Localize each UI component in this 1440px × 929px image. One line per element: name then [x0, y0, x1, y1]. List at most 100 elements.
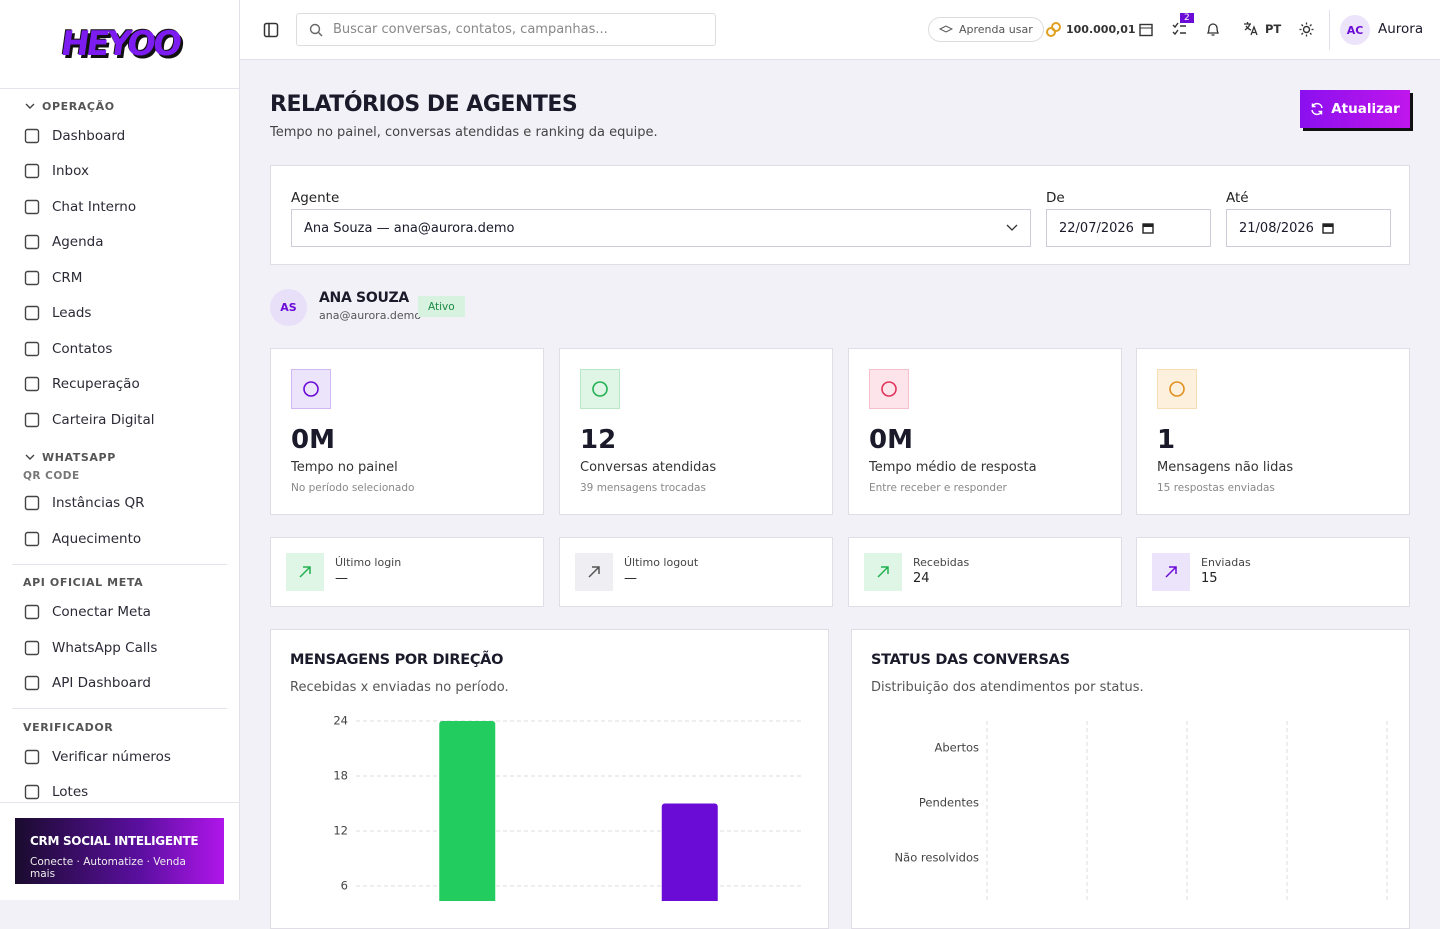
section-text: API OFICIAL META [23, 576, 144, 589]
nav-icon [24, 531, 40, 546]
sidebar-footer [0, 802, 239, 803]
sidebar-toggle[interactable] [263, 22, 279, 38]
nav-label: Chat Interno [52, 198, 137, 215]
logo[interactable]: HEYOO [0, 0, 239, 89]
mini-label: Enviadas [1201, 556, 1251, 569]
nav-icon [24, 306, 40, 321]
chart-title: STATUS DAS CONVERSAS [871, 652, 1070, 668]
calendar-icon[interactable] [1139, 22, 1153, 37]
to-label: Até [1226, 190, 1249, 206]
divider [12, 708, 227, 709]
nav-icon [24, 605, 40, 620]
nav-item[interactable]: Conectar Meta [0, 595, 239, 631]
mini-icon-glyph [299, 566, 311, 578]
refresh-button[interactable]: Atualizar [1300, 90, 1410, 128]
stat-label: Tempo no painel [291, 460, 398, 475]
promo[interactable]: CRM SOCIAL INTELIGENTE Conecte · Automat… [15, 818, 224, 884]
mini-icon [864, 553, 902, 591]
nav-item[interactable]: Lotes [0, 775, 239, 803]
agent-email: ana@aurora.demo [319, 309, 422, 322]
y-tick-label: 6 [341, 879, 348, 893]
credits[interactable]: 100.000,01 [1046, 22, 1136, 37]
icon-shape [24, 412, 40, 427]
learn-button[interactable]: Aprenda usar [928, 17, 1044, 42]
nav-item[interactable]: Agenda [0, 225, 239, 261]
nav-item[interactable]: Inbox [0, 154, 239, 190]
nav-label: Verificar números [52, 748, 171, 765]
page-subtitle: Tempo no painel, conversas atendidas e r… [270, 125, 658, 140]
chart-title: MENSAGENS POR DIREÇÃO [290, 652, 504, 668]
search-placeholder: Buscar conversas, contatos, campanhas... [333, 22, 608, 37]
search-box[interactable]: Buscar conversas, contatos, campanhas... [296, 13, 716, 46]
section-subtitle: QR CODE [23, 469, 80, 482]
stat-note: No período selecionado [291, 482, 415, 494]
chevron [25, 103, 35, 109]
user-name[interactable]: Aurora [1378, 21, 1424, 37]
nav-label: Instâncias QR [52, 495, 145, 512]
nav-icon [24, 235, 40, 250]
y-tick-label: 24 [333, 714, 348, 728]
nav-icon [24, 377, 40, 392]
nav-item[interactable]: API Dashboard [0, 666, 239, 702]
nav-item[interactable]: Aquecimento [0, 521, 239, 557]
icon-shape [24, 377, 40, 392]
nav-item[interactable]: CRM [0, 260, 239, 296]
nav-item[interactable]: WhatsApp Calls [0, 630, 239, 666]
section-text: WHATSAPP [42, 451, 116, 464]
mini-icon-glyph [588, 566, 600, 578]
nav-item[interactable]: Contatos [0, 331, 239, 367]
to-date[interactable]: 21/08/2026 [1226, 209, 1391, 247]
mini-card: Recebidas 24 [848, 537, 1122, 607]
from-date[interactable]: 22/07/2026 [1046, 209, 1211, 247]
nav-icon [24, 496, 40, 511]
y-tick-label: Abertos [934, 741, 979, 755]
nav-label: Contatos [52, 340, 113, 357]
nav-icon [24, 199, 40, 214]
icon-shape [24, 341, 40, 356]
nav-item[interactable]: Recuperação [0, 367, 239, 403]
nav-label: Aquecimento [52, 530, 142, 547]
nav-item[interactable]: Verificar números [0, 739, 239, 775]
agent-select[interactable]: Ana Souza — ana@aurora.demo [291, 209, 1031, 247]
nav-item[interactable]: Leads [0, 296, 239, 332]
user-avatar[interactable]: AC [1340, 15, 1370, 45]
nav-item[interactable]: Dashboard [0, 118, 239, 154]
chart-subtitle: Recebidas x enviadas no período. [290, 680, 509, 695]
nav-icon [24, 128, 40, 143]
chart-card: MENSAGENS POR DIREÇÃO Recebidas x enviad… [270, 629, 829, 929]
icon-shape [881, 381, 897, 397]
icon-shape [1169, 381, 1185, 397]
icon-shape [24, 235, 40, 250]
refresh-label: Atualizar [1331, 101, 1400, 117]
chevron [25, 454, 35, 460]
stat-card: 0M Tempo no painel No período selecionado [270, 348, 544, 515]
chart: 6 12 18 24 [333, 714, 801, 901]
notifications-icon[interactable] [1206, 22, 1220, 37]
nav-label: Leads [52, 305, 92, 322]
stat-value: 1 [1157, 425, 1176, 455]
icon-shape [1165, 566, 1177, 578]
theme-toggle[interactable] [1299, 22, 1314, 37]
tasks-icon[interactable] [1172, 22, 1187, 37]
nav-item[interactable]: Carteira Digital [0, 402, 239, 438]
mini-value: 24 [913, 571, 930, 586]
sidebar: HEYOO OPERAÇÃO Dashboard Inbox Chat Interno… [0, 0, 240, 900]
stat-card: 1 Mensagens não lidas 15 respostas enviada… [1136, 348, 1410, 515]
nav-label: Inbox [52, 163, 89, 180]
promo-text: Conecte · Automatize · Venda mais [30, 856, 186, 880]
mini-label: Recebidas [913, 556, 970, 569]
from-label: De [1046, 190, 1065, 206]
nav-item[interactable]: Chat Interno [0, 189, 239, 225]
section-title: WHATSAPP [0, 446, 239, 470]
nav-label: Agenda [52, 234, 104, 251]
spacer [0, 438, 239, 446]
nav-label: WhatsApp Calls [52, 639, 158, 656]
y-tick-label: Não resolvidos [895, 851, 979, 865]
agent-status: Ativo [418, 296, 465, 317]
chevron-path [25, 103, 35, 109]
nav-label: CRM [52, 269, 83, 286]
nav-label: Recuperação [52, 376, 140, 393]
nav-item[interactable]: Instâncias QR [0, 486, 239, 522]
language[interactable]: PT [1243, 21, 1281, 36]
mini-icon-glyph [877, 566, 889, 578]
